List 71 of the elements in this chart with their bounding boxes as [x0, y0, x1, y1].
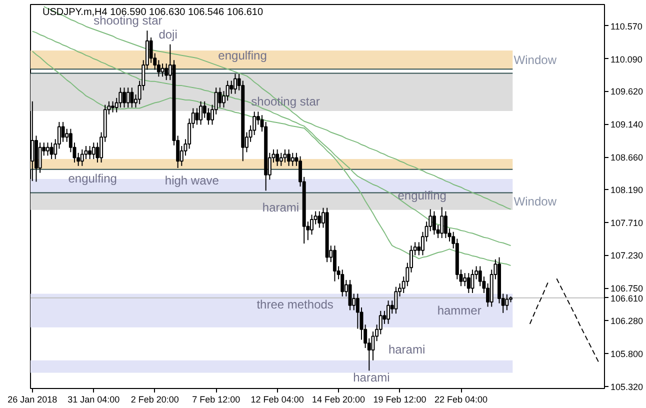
candlestick — [340, 269, 344, 297]
annotation: hammer — [437, 304, 482, 318]
y-tick-label: 106.280 — [610, 316, 644, 326]
band-label: Window — [514, 52, 557, 67]
ref-line-label: 106.610 — [610, 293, 644, 304]
candlestick — [432, 210, 436, 236]
y-tick-label: 105.320 — [610, 382, 644, 392]
candlestick — [199, 100, 203, 126]
annotation: harami — [353, 370, 390, 384]
candlestick — [470, 269, 474, 294]
candlestick — [440, 206, 444, 239]
candlestick — [230, 80, 234, 94]
line-series — [43, 6, 512, 210]
y-tick-label: 108.190 — [610, 184, 644, 195]
band-label: Window — [514, 194, 557, 208]
x-tick-label: 26 Jan 2018 — [8, 394, 58, 404]
candlestick — [126, 87, 130, 108]
x-tick-label: 22 Feb 04:00 — [434, 394, 488, 404]
x-tick-label: 31 Jan 04:00 — [68, 394, 120, 404]
candlestick — [466, 272, 470, 294]
candlestick — [38, 142, 42, 174]
x-tick-label: 7 Feb 12:00 — [192, 394, 240, 404]
candlestick — [233, 73, 237, 94]
y-tick-label: 106.750 — [610, 284, 644, 294]
candlestick — [463, 272, 467, 287]
annotation: three methods — [256, 298, 334, 312]
candlestick — [394, 286, 398, 314]
y-tick-label: 107.710 — [610, 218, 644, 228]
candlestick — [318, 210, 322, 228]
x-tick-label: 19 Feb 12:00 — [373, 394, 426, 404]
annotation: engulfing — [68, 172, 117, 186]
candlestick — [283, 148, 287, 163]
candlestick — [160, 63, 164, 78]
candlestick — [111, 100, 115, 113]
candlestick — [92, 142, 96, 160]
candlestick — [444, 210, 448, 239]
candlestick — [218, 87, 222, 108]
y-tick-label: 110.090 — [610, 54, 642, 64]
annotation: harami — [262, 200, 300, 214]
candlestick — [226, 80, 230, 102]
candlestick — [164, 63, 168, 81]
candlestick — [50, 142, 54, 160]
candlestick — [505, 294, 509, 311]
y-tick-label: 108.660 — [610, 152, 644, 162]
candlestick — [80, 148, 84, 166]
candlestick — [332, 245, 336, 282]
x-tick-label: 12 Feb 04:00 — [250, 394, 304, 404]
candlestick — [118, 87, 122, 108]
annotation: high wave — [164, 174, 220, 188]
candlestick — [88, 146, 92, 160]
candlestick — [386, 300, 390, 324]
y-tick-label: 107.230 — [610, 250, 644, 261]
candlestick — [130, 87, 134, 108]
candlestick — [287, 148, 291, 166]
candlestick — [122, 87, 126, 108]
y-tick-label: 110.570 — [610, 21, 642, 32]
candlestick — [195, 108, 199, 126]
x-tick-label: 2 Feb 20:00 — [130, 394, 179, 404]
annotation: harami — [388, 342, 426, 356]
candlestick — [61, 121, 65, 142]
x-tick-label: 14 Feb 20:00 — [312, 394, 366, 404]
y-tick-label: 109.140 — [610, 120, 644, 130]
candlestick — [279, 152, 283, 166]
annotation: engulfing — [218, 48, 267, 62]
y-tick-label: 105.800 — [610, 348, 644, 359]
candlestick — [276, 148, 280, 166]
annotation: doji — [158, 28, 178, 42]
candlestick — [46, 142, 50, 156]
candlestick — [348, 279, 352, 311]
candlestick — [290, 152, 294, 166]
y-tick-label: 109.620 — [610, 86, 644, 97]
